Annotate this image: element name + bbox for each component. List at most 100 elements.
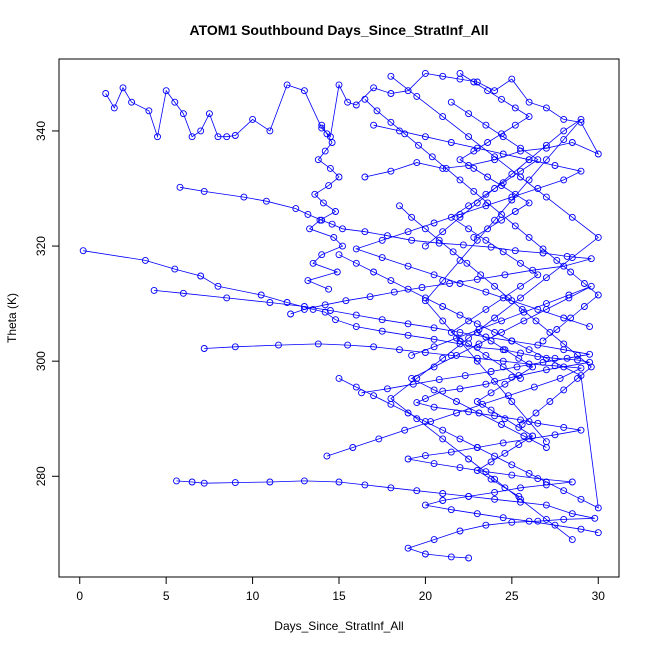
data-point — [534, 271, 542, 279]
data-point — [283, 299, 291, 306]
data-point — [577, 426, 585, 434]
data-point — [323, 130, 331, 138]
data-point — [418, 284, 426, 291]
data-point — [513, 363, 521, 371]
data-point — [321, 301, 329, 309]
data-point — [491, 314, 499, 322]
data-point — [408, 374, 416, 382]
data-point — [358, 389, 365, 397]
series-line — [364, 99, 599, 342]
data-point — [491, 282, 499, 290]
data-point — [491, 87, 499, 95]
data-point — [335, 478, 343, 486]
data-point — [421, 501, 429, 509]
data-point — [332, 208, 339, 215]
data-point — [594, 529, 602, 537]
series-line — [306, 124, 344, 290]
data-point — [560, 136, 568, 144]
data-point — [518, 421, 526, 428]
data-point — [197, 272, 205, 280]
data-point — [560, 115, 568, 123]
data-point — [534, 305, 542, 313]
data-point — [421, 349, 429, 356]
data-point — [498, 130, 505, 138]
data-point — [491, 185, 499, 192]
series-line — [410, 285, 592, 448]
data-point — [470, 147, 478, 155]
data-point — [435, 236, 443, 244]
data-point — [401, 426, 409, 434]
data-point — [517, 484, 524, 492]
data-point — [171, 265, 179, 273]
data-point — [318, 251, 326, 259]
data-point — [473, 510, 481, 518]
data-point — [586, 358, 594, 366]
data-point — [361, 481, 369, 489]
data-point — [439, 317, 447, 325]
data-point — [484, 139, 492, 146]
data-point — [508, 170, 516, 178]
data-point — [456, 340, 464, 348]
data-point — [508, 398, 516, 405]
data-point — [499, 294, 507, 302]
data-point — [515, 492, 523, 500]
series-line — [179, 186, 592, 315]
x-tick-label: 15 — [332, 589, 346, 603]
data-point — [551, 162, 559, 169]
data-point — [352, 383, 360, 391]
data-point — [491, 412, 499, 420]
data-point — [456, 385, 464, 393]
series-line — [459, 73, 530, 238]
y-tick-label: 340 — [34, 121, 48, 141]
data-point — [520, 317, 528, 325]
data-point — [501, 415, 509, 423]
data-point — [283, 81, 291, 89]
data-point — [542, 144, 550, 152]
data-point — [325, 285, 333, 293]
data-point — [499, 363, 507, 371]
data-point — [318, 124, 326, 132]
data-point — [456, 213, 464, 221]
data-point — [498, 95, 505, 103]
data-point — [491, 488, 499, 496]
data-point — [508, 196, 516, 204]
data-point — [439, 72, 447, 80]
data-point — [482, 190, 490, 198]
data-point — [487, 458, 495, 466]
data-point — [435, 239, 443, 247]
data-point — [318, 121, 326, 129]
data-point — [517, 167, 524, 175]
data-point — [383, 232, 391, 240]
data-point — [591, 514, 599, 522]
data-point — [188, 133, 196, 141]
x-tick-label: 0 — [76, 589, 83, 603]
data-point — [456, 210, 464, 218]
data-point — [542, 156, 550, 164]
data-point — [300, 477, 308, 485]
data-point — [339, 225, 346, 233]
data-point — [413, 487, 421, 495]
series-lines — [83, 72, 600, 559]
data-point — [487, 243, 495, 251]
data-point — [470, 164, 478, 172]
data-point — [439, 426, 447, 434]
data-point — [404, 455, 412, 463]
data-point — [319, 199, 327, 207]
data-point — [491, 328, 499, 336]
data-point — [396, 346, 403, 354]
data-point — [430, 403, 438, 411]
data-point — [470, 78, 478, 86]
data-point — [439, 387, 447, 395]
data-point — [491, 153, 499, 161]
data-point — [567, 314, 575, 322]
data-point — [473, 354, 481, 362]
data-point — [456, 176, 464, 184]
data-point — [200, 479, 208, 487]
data-point — [266, 127, 274, 135]
data-point — [361, 173, 369, 181]
data-point — [542, 193, 550, 201]
data-point — [421, 297, 429, 305]
data-point — [498, 210, 505, 218]
data-point — [534, 341, 542, 349]
data-point — [482, 305, 490, 313]
